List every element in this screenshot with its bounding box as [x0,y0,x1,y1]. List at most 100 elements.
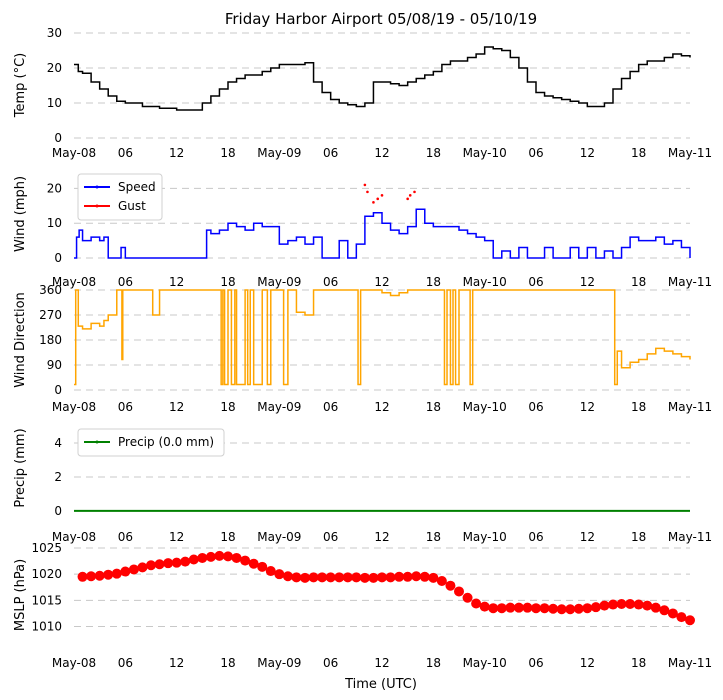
x-tick-label: May-08 [52,530,96,544]
data-point [590,602,601,613]
data-point [363,183,367,187]
legend-marker [95,440,99,444]
panel-precip: 0 2 4 May-08 06 12 18 May-09 06 12 18 May-10 06 12 18 M… [13,428,712,544]
x-tick-label: 06 [118,275,133,289]
data-point [180,556,191,567]
y-tick-label: 10 [47,216,62,230]
x-tick-label: 18 [220,656,235,670]
x-tick-label: May-10 [463,530,507,544]
x-tick-label: May-11 [668,146,712,160]
data-point [479,601,490,612]
data-point [413,190,416,194]
data-point [582,603,593,614]
x-tick-label: May-10 [463,146,507,160]
y-axis-label: Wind (mph) [13,176,28,252]
data-point [128,564,139,575]
legend-box [77,428,225,457]
data-point [120,566,131,577]
data-point [137,562,148,573]
x-tick-label: 12 [580,530,595,544]
data-point [368,572,379,583]
x-tick-label: May-08 [52,275,96,289]
x-tick-label: May-11 [668,400,712,414]
y-tick-label: 0 [54,251,62,265]
data-point [248,558,259,569]
y-tick-label: 20 [47,61,62,75]
x-tick-label: 06 [323,275,338,289]
legend-label: Precip (0.0 mm) [118,435,214,449]
data-point [411,571,422,582]
x-tick-label: 18 [426,530,441,544]
data-point [334,572,345,583]
panel-mslp: 1010 1015 1020 1025 May-08 06 12 18 May-09 06 12 18… [13,541,712,670]
data-point [408,194,412,197]
data-point [539,603,550,614]
x-tick-label: 06 [528,656,543,670]
y-tick-label: 4 [54,436,62,450]
x-tick-label: 12 [169,146,184,160]
data-point [317,572,328,583]
x-tick-label: 18 [426,146,441,160]
x-tick-label: 18 [426,400,441,414]
data-point [205,551,216,562]
x-tick-label: 12 [169,530,184,544]
data-point [513,602,524,613]
y-tick-label: 360 [39,283,62,297]
x-tick-label: 12 [169,400,184,414]
data-point [522,602,533,613]
y-tick-label: 0 [54,131,62,145]
y-tick-label: 1015 [31,593,62,607]
data-point [197,552,208,563]
data-point [676,612,687,623]
x-tick-label: 18 [631,146,646,160]
data-point [154,559,165,570]
y-tick-label: 270 [39,308,62,322]
y-tick-label: 180 [39,333,62,347]
x-tick-label: May-08 [52,400,96,414]
x-tick-label: May-10 [463,656,507,670]
x-tick-label: May-11 [668,275,712,289]
x-tick-label: May-10 [463,400,507,414]
x-tick-label: 06 [528,400,543,414]
x-tick-label: May-09 [257,530,301,544]
data-point [462,592,473,603]
data-point [377,572,387,583]
legend-marker [95,185,99,189]
data-point [146,560,156,571]
data-point [406,197,409,201]
x-tick-label: May-09 [257,146,301,160]
legend-box [77,173,163,221]
x-tick-label: 12 [374,656,389,670]
data-point [291,572,302,583]
y-tick-label: 1025 [31,541,62,555]
series-line [74,289,691,386]
data-point [454,586,464,597]
data-point [599,600,610,611]
y-axis-label: Precip (mm) [13,428,28,507]
legend-marker [95,204,99,208]
data-point [351,572,362,583]
y-axis-label: MSLP (hPa) [13,559,28,631]
x-tick-label: May-09 [257,656,301,670]
y-tick-label: 10 [47,96,62,110]
x-tick-label: 18 [426,656,441,670]
x-tick-label: 18 [631,400,646,414]
x-tick-label: 12 [580,275,595,289]
x-tick-label: 06 [528,146,543,160]
x-tick-label: May-08 [52,146,96,160]
data-point [685,615,695,626]
data-point [366,190,369,194]
x-tick-label: May-10 [463,275,507,289]
data-point [111,568,122,579]
data-point [531,603,541,614]
panel-temp: 0 10 20 30 May-08 06 12 18 May-09 06 12 18 May-10 06 1… [13,26,712,160]
data-point [359,572,370,583]
data-point [188,554,199,565]
legend-label: Speed [118,180,156,194]
data-point [428,572,439,583]
x-tick-label: May-08 [52,656,96,670]
data-point [163,558,174,569]
data-point [372,201,375,204]
y-tick-label: 2 [54,470,62,484]
